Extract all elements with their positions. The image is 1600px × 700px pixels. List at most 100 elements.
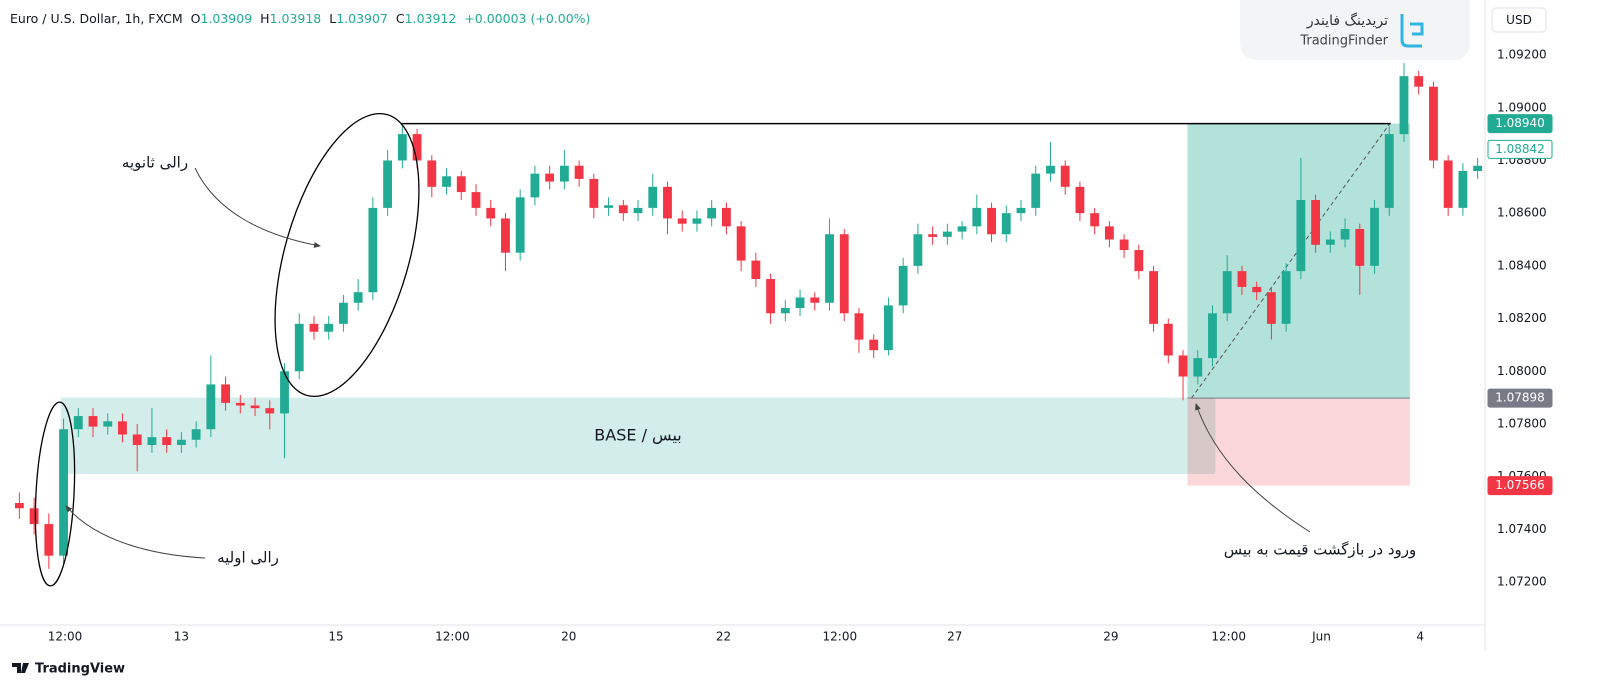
ohlc-key: O [191, 11, 201, 26]
x-tick-label: 13 [174, 630, 189, 644]
candle-body [1016, 207, 1026, 214]
candle-body [235, 402, 245, 406]
candle-body [1119, 239, 1129, 251]
candle-body [1001, 213, 1011, 235]
logo-icon [1400, 14, 1424, 48]
candle-body [780, 308, 790, 314]
candle-body [884, 305, 893, 351]
price-label: 1.08842 [1495, 142, 1545, 156]
header: Euro / U.S. Dollar, 1h, FXCM O1.03909 H1… [10, 11, 590, 26]
candle-body [1311, 199, 1321, 245]
candle-body [736, 226, 746, 261]
candle-body [162, 437, 172, 446]
candle-body [456, 176, 466, 193]
candle-body [191, 429, 201, 440]
candle-body [618, 205, 628, 214]
candle-body [383, 160, 393, 208]
candle-body [368, 207, 378, 293]
ellipse-primary [34, 401, 76, 587]
ohlc-key: H [260, 11, 269, 26]
x-tick-label: 27 [947, 630, 962, 644]
candle-body [1222, 271, 1232, 314]
x-tick-label: 12:00 [1211, 630, 1246, 644]
candle-body [132, 434, 142, 446]
symbol: Euro / U.S. Dollar, 1h, FXCM [10, 11, 183, 26]
stop-loss-zone [1187, 398, 1410, 486]
ohlc-value: 1.03907 [336, 11, 388, 26]
x-tick-label: 12:00 [48, 630, 83, 644]
candle-body [1370, 207, 1379, 266]
candle-body [1266, 292, 1276, 324]
candle-body [265, 408, 275, 414]
candle-body [294, 323, 304, 372]
candle-body [1134, 250, 1144, 272]
candle-body [103, 421, 113, 427]
logo-en: TradingFinder [1299, 34, 1388, 49]
candle-body [972, 207, 982, 227]
ohlc-value: 1.03909 [200, 11, 252, 26]
y-tick-label: 1.08600 [1497, 206, 1547, 220]
candle-body [1281, 271, 1291, 324]
candle-body [1193, 358, 1203, 377]
candle-body [913, 234, 923, 266]
candle-body [412, 134, 422, 161]
x-tick-label: 12:00 [435, 630, 470, 644]
candle-body [1163, 323, 1173, 356]
candle-body [88, 416, 98, 427]
candle-body [1429, 86, 1438, 161]
x-tick-label: 12:00 [823, 630, 858, 644]
annotation: رالی اولیه [217, 549, 279, 567]
candle-body [795, 297, 805, 309]
candle-body [515, 197, 525, 253]
candle-body [1090, 213, 1100, 227]
ohlc-value: 1.03912 [405, 11, 457, 26]
candle-body [1414, 76, 1424, 87]
candle-body [1237, 271, 1247, 287]
candle-body [309, 323, 319, 332]
y-tick-label: 1.08000 [1497, 364, 1547, 378]
price-label: 1.07898 [1495, 391, 1545, 405]
candle-body [1252, 286, 1262, 293]
candle-body [1296, 199, 1306, 272]
candle-body [1149, 271, 1158, 324]
arrow-entry [1195, 403, 1311, 533]
x-tick-label: 29 [1103, 630, 1118, 644]
currency-box [1491, 7, 1547, 33]
candle-body [1458, 171, 1468, 208]
currency: USD [1506, 13, 1532, 27]
candle-body [604, 205, 613, 208]
price-label: 1.07566 [1495, 478, 1545, 492]
base-zone [60, 397, 1216, 475]
candle-body [339, 302, 348, 324]
y-tick-label: 1.07200 [1497, 575, 1547, 589]
candle-body [442, 176, 451, 187]
ohlc-key: C [396, 11, 405, 26]
x-tick-label: 15 [328, 630, 343, 644]
candle-body [559, 165, 569, 182]
candle-body [206, 384, 216, 430]
ohlc-value: 1.03918 [270, 11, 322, 26]
candle-body [942, 231, 952, 237]
price-label-box [1487, 388, 1553, 408]
candle-body [648, 186, 658, 208]
candle-body [869, 339, 879, 351]
candle-body [250, 405, 260, 409]
candle-body [1325, 239, 1335, 245]
candle-body [397, 134, 407, 161]
tv-logo [12, 663, 29, 673]
candle-body [59, 429, 68, 556]
change: +0.00003 (+0.00%) [464, 11, 590, 26]
candle-body [677, 218, 687, 224]
y-tick-label: 1.08200 [1497, 311, 1547, 325]
candle-body [898, 265, 908, 306]
candle-body [810, 297, 820, 303]
logo-fa: تریدینگ فایندر [1306, 12, 1388, 29]
candle-body [118, 421, 127, 435]
candle-body [1384, 134, 1394, 208]
candle-body [1031, 173, 1041, 208]
candle-body [1178, 355, 1188, 377]
x-tick-label: 4 [1416, 630, 1424, 644]
candle-body [501, 218, 510, 253]
